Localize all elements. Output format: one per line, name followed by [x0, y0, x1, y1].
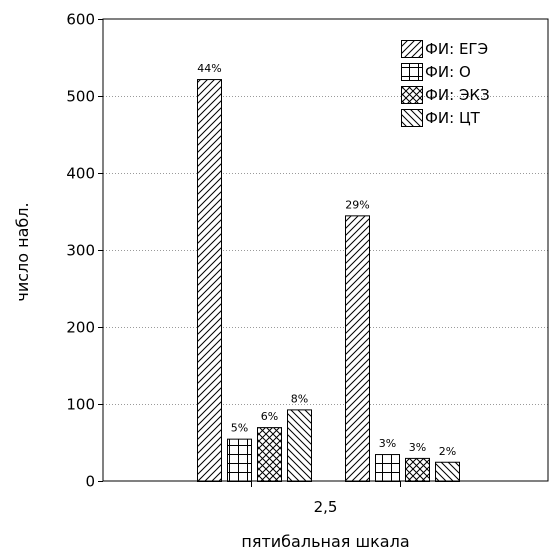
legend-entry: ФИ: О [425, 63, 471, 81]
legend-entry: ФИ: ЦТ [425, 109, 481, 127]
x-axis-ticks [251, 481, 401, 487]
legend: ФИ: ЕГЭ ФИ: О ФИ: ЭКЗ ФИ: ЦТ [401, 40, 490, 127]
y-tick-label: 200 [66, 319, 95, 337]
bar [257, 427, 282, 483]
bar-label: 44% [197, 62, 221, 75]
legend-swatch [401, 63, 423, 81]
bar-label: 5% [231, 422, 248, 435]
legend-entry: ФИ: ЕГЭ [425, 40, 488, 58]
bar-label: 6% [261, 410, 278, 423]
bar-label: 3% [379, 437, 396, 450]
bar [345, 215, 370, 482]
y-tick-label: 400 [66, 165, 95, 183]
legend-swatch [401, 86, 423, 104]
bar-labels: 44% 29% 5% 3% 6% 3% 8% 2% [197, 62, 456, 458]
y-tick-label: 500 [66, 88, 95, 106]
x-tick-label: 2,5 [314, 498, 338, 516]
bar [405, 457, 430, 482]
y-axis-label: число набл. [13, 202, 32, 301]
legend-swatch [401, 109, 423, 127]
bar-label: 3% [409, 441, 426, 454]
legend-entry: ФИ: ЭКЗ [425, 86, 490, 104]
bar [375, 454, 400, 482]
bars [197, 79, 460, 483]
bar [197, 79, 222, 482]
bar-label: 2% [439, 445, 456, 458]
plot-frame [102, 18, 549, 482]
y-axis-ticks: 0 100 200 300 400 500 600 [66, 11, 103, 491]
bar [435, 461, 460, 482]
bar [227, 438, 252, 482]
gridlines [103, 96, 548, 405]
y-tick-label: 600 [66, 11, 95, 29]
y-tick-label: 100 [66, 396, 95, 414]
bar-label: 29% [345, 198, 369, 211]
bar-label: 8% [291, 392, 308, 405]
y-tick-label: 300 [66, 242, 95, 260]
x-axis-label: пятибальная шкала [241, 532, 409, 551]
y-tick-label: 0 [85, 473, 95, 491]
legend-swatch [401, 40, 423, 58]
bar [287, 409, 312, 483]
